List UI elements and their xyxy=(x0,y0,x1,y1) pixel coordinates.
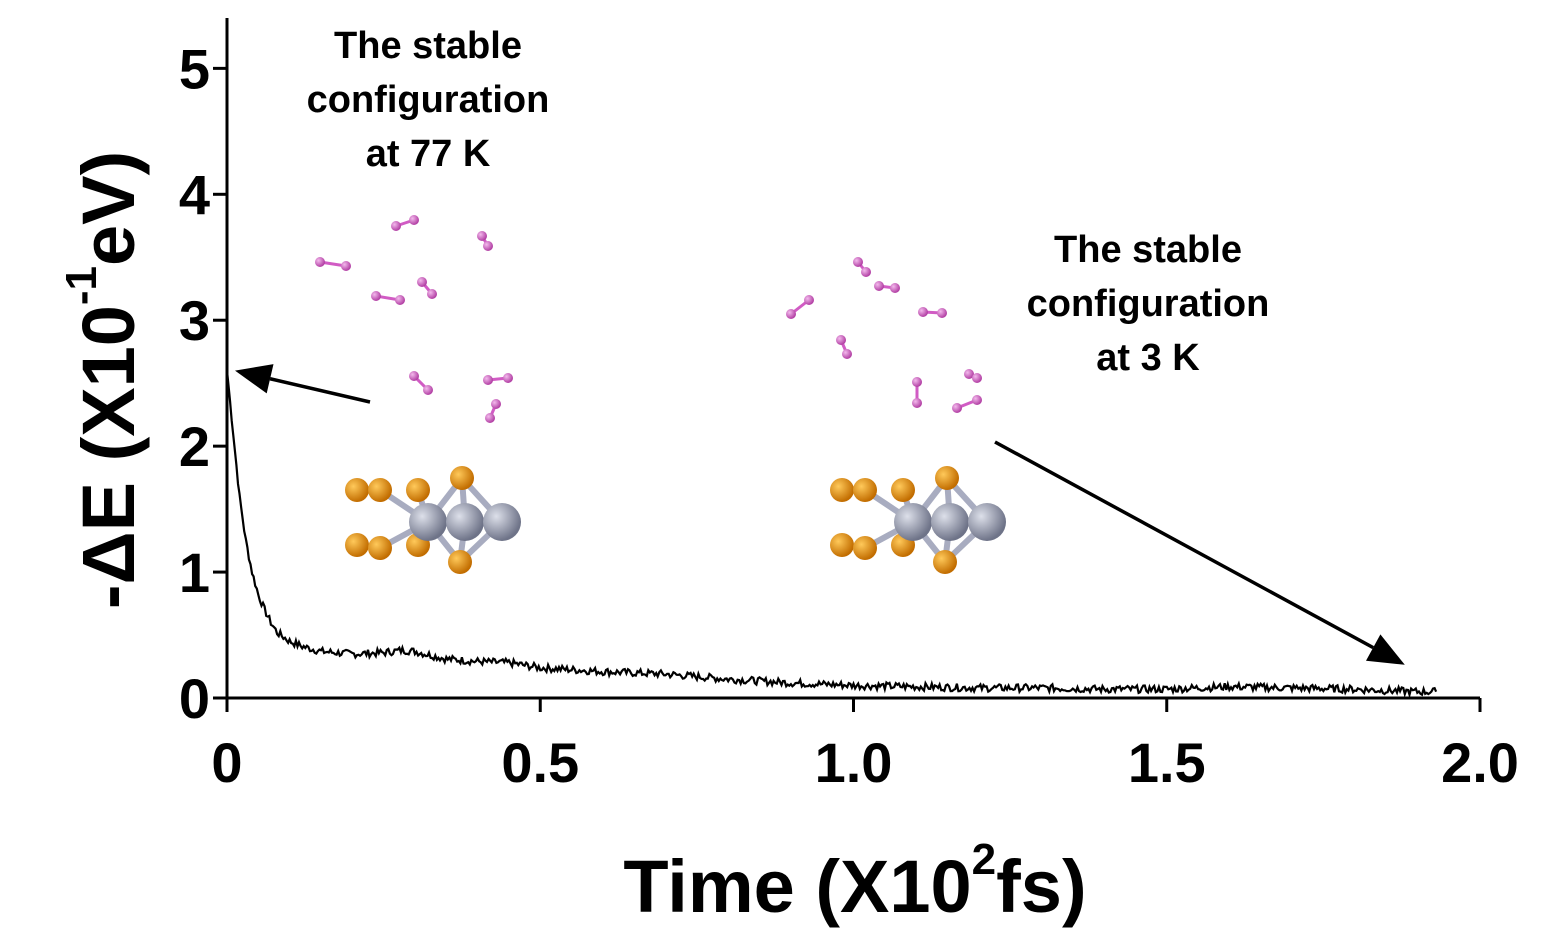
annotation-text-line: at 3 K xyxy=(1096,337,1200,379)
structure-3k-illustration xyxy=(786,257,1006,574)
y-axis-title: -ΔE (X10-1eV) xyxy=(57,151,150,609)
hydrogen-atom xyxy=(423,385,433,395)
hydrogen-atom xyxy=(952,403,962,413)
annotation-text-line: configuration xyxy=(1027,283,1270,325)
gold-atom xyxy=(345,478,369,502)
annotation-text-line: at 77 K xyxy=(366,133,491,175)
gold-atom xyxy=(830,478,854,502)
y-tick-label: 2 xyxy=(179,415,210,478)
hydrogen-atom xyxy=(786,309,796,319)
series-layer xyxy=(225,370,1438,699)
hydrogen-atom xyxy=(409,215,419,225)
hydrogen-atom xyxy=(912,398,922,408)
hydrogen-atom xyxy=(853,257,863,267)
hydrogen-atom xyxy=(874,281,884,291)
x-axis-ticks: 0 0.5 1.0 1.5 2.0 xyxy=(211,698,1519,794)
x-tick-label: 1.5 xyxy=(1128,731,1206,794)
metal-atom xyxy=(894,503,932,541)
hydrogen-atom xyxy=(964,369,974,379)
gold-atom xyxy=(450,466,474,490)
hydrogen-atom xyxy=(427,289,437,299)
metal-atom xyxy=(483,503,521,541)
annotation-arrowhead xyxy=(1366,634,1405,665)
annotation-text-line: configuration xyxy=(307,79,550,121)
hydrogen-atom xyxy=(861,267,871,277)
y-axis-ticks: 0 1 2 3 4 5 xyxy=(179,37,227,730)
hydrogen-atom xyxy=(409,371,419,381)
metal-atom xyxy=(409,503,447,541)
y-tick-label: 0 xyxy=(179,667,210,730)
hydrogen-atom xyxy=(341,261,351,271)
gold-atom xyxy=(935,466,959,490)
gold-atom xyxy=(368,536,392,560)
hydrogen-atom xyxy=(836,335,846,345)
gold-atom xyxy=(345,533,369,557)
gold-atom xyxy=(891,478,915,502)
hydrogen-atom xyxy=(485,413,495,423)
x-tick-label: 0 xyxy=(211,731,242,794)
gold-atom xyxy=(853,478,877,502)
annotation-arrow-line xyxy=(269,377,371,404)
hydrogen-atom xyxy=(395,295,405,305)
hydrogen-atom xyxy=(483,375,493,385)
series-line xyxy=(225,370,1438,699)
hydrogen-atom xyxy=(972,373,982,383)
hydrogen-atom xyxy=(391,221,401,231)
annotation-text-line: The stable xyxy=(334,25,522,67)
y-tick-label: 5 xyxy=(179,37,210,100)
annotation-arrowhead xyxy=(235,364,274,394)
x-tick-label: 2.0 xyxy=(1441,731,1519,794)
hydrogen-atom xyxy=(918,307,928,317)
gold-atom xyxy=(406,478,430,502)
gold-atom xyxy=(830,533,854,557)
metal-atom xyxy=(446,503,484,541)
x-axis-title: Time (X102fs) xyxy=(623,835,1086,928)
hydrogen-atom xyxy=(937,308,947,318)
gold-atom xyxy=(933,550,957,574)
hydrogen-atom xyxy=(912,377,922,387)
y-tick-label: 4 xyxy=(179,163,210,226)
hydrogen-atom xyxy=(890,283,900,293)
hydrogen-atom xyxy=(804,295,814,305)
gold-atom xyxy=(368,478,392,502)
hydrogen-atom xyxy=(417,277,427,287)
metal-atom xyxy=(931,503,969,541)
y-tick-label: 3 xyxy=(179,289,210,352)
gold-atom xyxy=(853,536,877,560)
y-tick-label: 1 xyxy=(179,541,210,604)
hydrogen-atom xyxy=(972,395,982,405)
x-tick-label: 0.5 xyxy=(501,731,579,794)
hydrogen-atom xyxy=(491,399,501,409)
hydrogen-atom xyxy=(842,349,852,359)
x-tick-label: 1.0 xyxy=(815,731,893,794)
hydrogen-atom xyxy=(503,373,513,383)
hydrogen-atom xyxy=(371,291,381,301)
annotation-arrow-line xyxy=(994,440,1375,650)
metal-atom xyxy=(968,503,1006,541)
hydrogen-atom xyxy=(483,241,493,251)
hydrogen-atom xyxy=(315,257,325,267)
structure-77k-illustration xyxy=(315,215,521,574)
hydrogen-atom xyxy=(477,231,487,241)
annotations: The stable configuration at 77 K The stable… xyxy=(235,25,1405,665)
gold-atom xyxy=(448,550,472,574)
annotation-text-line: The stable xyxy=(1054,229,1242,271)
